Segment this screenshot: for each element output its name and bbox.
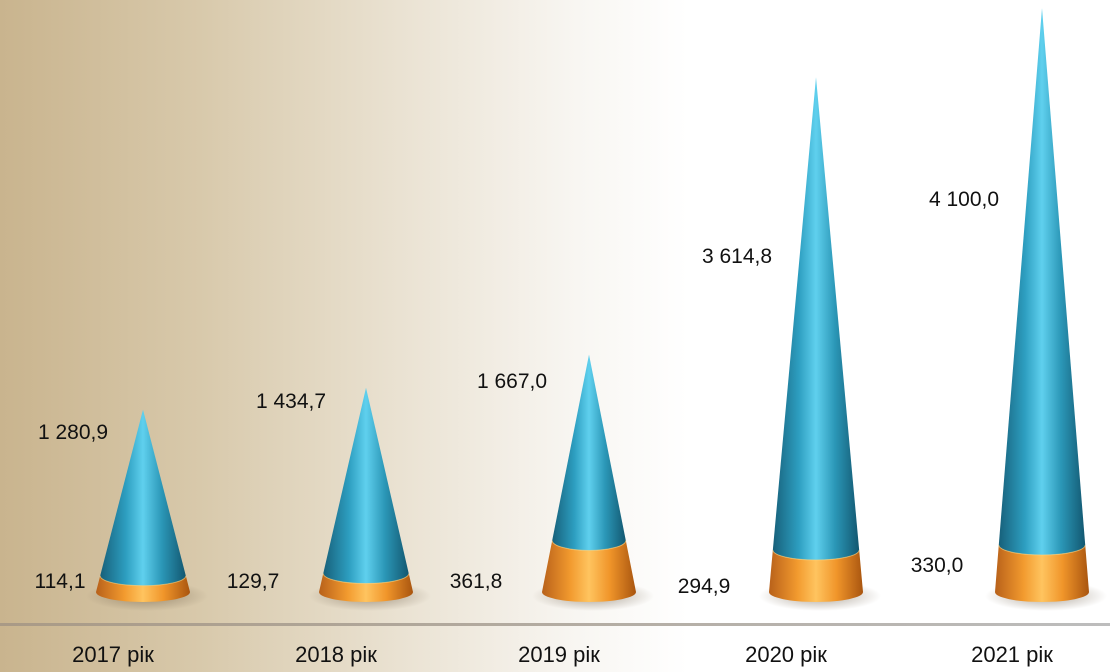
cone-4 [759,77,881,611]
labels-layer: 114,1 1 280,9 2017 рік 129,7 1 434,7 2018 рік… [35,188,1054,667]
category-label: 2021 рік [971,642,1053,667]
cone-5 [985,8,1107,611]
data-label-lower: 361,8 [450,570,503,593]
segment-boundary [99,575,187,587]
cone-segment-lower [96,575,190,602]
category-label: 2019 рік [518,642,600,667]
data-label-lower: 114,1 [35,570,86,593]
cone-segment-lower [319,573,413,602]
cone-2 [309,387,431,611]
cone-segment-upper [998,8,1086,556]
segment-boundary [772,549,860,561]
segment-boundary [998,544,1086,556]
data-label-lower: 294,9 [678,575,731,598]
data-label-upper: 1 667,0 [477,370,547,393]
data-label-lower: 330,0 [911,554,964,577]
data-label-upper: 1 280,9 [38,421,108,444]
cone-segment-upper [772,77,860,561]
x-axis-line [0,623,1110,626]
cone-segment-upper [552,354,626,551]
segment-boundary [551,540,627,551]
cone-segment-lower [995,545,1089,602]
cones-layer [86,8,1107,611]
data-label-upper: 3 614,8 [702,245,772,268]
data-label-lower: 129,7 [227,570,280,593]
data-label-upper: 1 434,7 [256,390,326,413]
segment-boundary [322,573,410,584]
cone-segment-lower [769,550,863,602]
category-label: 2020 рік [745,642,827,667]
cone-segment-upper [100,409,186,586]
data-label-upper: 4 100,0 [929,188,999,211]
cone-segment-lower [542,540,636,602]
cone-segment-upper [323,387,409,584]
cone-3 [532,354,654,611]
category-label: 2017 рік [72,642,154,667]
cone-1 [86,409,208,611]
category-label: 2018 рік [295,642,377,667]
